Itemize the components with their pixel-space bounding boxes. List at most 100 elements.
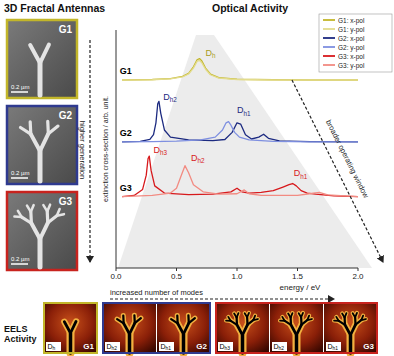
eels-group-label: G2: [196, 342, 207, 351]
scale-bar-label: 0.2 µm: [11, 170, 29, 176]
x-tick: [237, 268, 238, 271]
legend-swatch: [323, 28, 335, 30]
eels-glow: [247, 313, 249, 317]
eels-group: Dh3Dh2Dh1G3: [216, 303, 377, 353]
sem-antenna: [29, 122, 33, 134]
annotation: Dh1: [237, 105, 251, 116]
sem-antenna: [47, 205, 50, 212]
annotation: G1: [120, 66, 132, 76]
figure: 3D Fractal Antennas G1 0.2 µm G2 0.2 µm G3 0.2…: [0, 0, 394, 356]
eels-antenna: [237, 325, 243, 335]
annotation: G2: [120, 128, 132, 138]
eels-glow: [237, 313, 239, 317]
eels-antenna: [228, 317, 230, 321]
legend-entry: G2: x-pol: [338, 35, 365, 43]
eels-glow: [130, 323, 135, 334]
spectrum-line: [122, 101, 358, 141]
scale-bar: [11, 177, 28, 179]
mode-label-sub: h2: [279, 346, 285, 351]
mode-label-box: [326, 342, 341, 351]
x-tick-label: 1.0: [231, 272, 243, 281]
eels-antenna: [253, 319, 258, 320]
eels-glow: [64, 322, 70, 333]
mode-label: Dh2: [274, 343, 285, 352]
mode-label-sub: h1: [166, 346, 172, 351]
eels-antenna: [336, 317, 338, 321]
annotation: Dh2: [163, 92, 177, 103]
mode-label: Dh: [48, 343, 56, 352]
modes-arrow-label: increased number of modes: [110, 288, 203, 297]
sem-label: G2: [59, 110, 73, 121]
eels-antenna: [282, 317, 284, 321]
generation-arrow: [89, 40, 90, 262]
eels-glow: [180, 334, 188, 353]
eels-glow: [184, 323, 189, 334]
eels-antenna: [345, 325, 351, 335]
sem-antenna: [40, 134, 48, 151]
legend-swatch: [323, 64, 335, 66]
eels-antenna: [295, 335, 299, 353]
annotation-sub: h: [212, 52, 216, 59]
mode-label: Dh1: [328, 343, 339, 352]
eels-map: [44, 303, 97, 353]
annotation: Dh1: [294, 168, 308, 179]
eels-antenna: [176, 316, 179, 324]
eels-map: [324, 303, 377, 353]
eels-group: Dh2Dh1G2: [103, 303, 210, 353]
annotation-sub: h1: [244, 110, 252, 117]
eels-map: [216, 303, 269, 353]
sem-antenna: [31, 223, 40, 239]
sem-antenna: [18, 211, 22, 217]
eels-frame: [216, 303, 377, 353]
eels-glow: [291, 313, 293, 317]
eels-glow: [239, 335, 247, 353]
eels-antenna: [122, 316, 125, 324]
eels-glow: [347, 335, 355, 353]
eels-antenna: [351, 325, 356, 335]
eels-antenna: [189, 318, 195, 323]
x-tick: [116, 268, 117, 271]
sem-image: G1 0.2 µm: [7, 20, 77, 98]
mode-label: Dh1: [161, 343, 172, 352]
scale-bar-label: 0.2 µm: [11, 256, 29, 262]
sem-frame: [7, 192, 77, 270]
eels-glow: [297, 325, 302, 335]
sem-frame: [7, 20, 77, 98]
eels-map: [157, 303, 210, 353]
scale-bar: [11, 91, 28, 93]
eels-frame: [44, 303, 97, 353]
legend-entry: G3: y-pol: [338, 62, 365, 70]
eels-group: DhG1: [44, 303, 97, 353]
eels-antenna: [297, 325, 302, 335]
sem-antenna: [29, 212, 33, 223]
annotation: Dh2: [191, 153, 205, 164]
x-axis-label: energy / eV: [280, 283, 322, 292]
legend-entry: G1: y-pol: [338, 26, 365, 34]
sem-antenna: [40, 45, 49, 63]
legend-entry: G2: y-pol: [338, 44, 365, 52]
sem-antenna: [31, 205, 34, 212]
modes-arrow: [110, 298, 334, 299]
eels-glow: [71, 321, 77, 333]
spectrum-line: [122, 122, 358, 142]
x-tick-label: 0.5: [171, 272, 183, 281]
left-title: 3D Fractal Antennas: [4, 2, 105, 14]
eels-title: Activity: [4, 334, 37, 344]
y-axis-label: extinction cross-section / arb. unit.: [102, 96, 109, 202]
eels-antenna: [64, 322, 70, 333]
annotation: G3: [120, 183, 132, 193]
eels-glow: [301, 313, 303, 317]
scale-bar-label: 0.2 µm: [11, 84, 29, 90]
eels-map: [270, 303, 323, 353]
legend-entry: G1: x-pol: [338, 17, 365, 25]
legend-swatch: [323, 46, 335, 48]
legend-swatch: [323, 37, 335, 39]
eels-antenna: [361, 319, 366, 320]
legend: G1: x-polG1: y-polG2: x-polG2: y-pol G3: …: [319, 14, 392, 72]
sem-label: G1: [59, 24, 73, 35]
mode-label-sub: h: [53, 346, 56, 351]
eels-antenna: [356, 320, 362, 325]
x-tick: [358, 268, 359, 271]
eels-glow: [293, 335, 301, 353]
eels-antenna: [345, 313, 347, 317]
